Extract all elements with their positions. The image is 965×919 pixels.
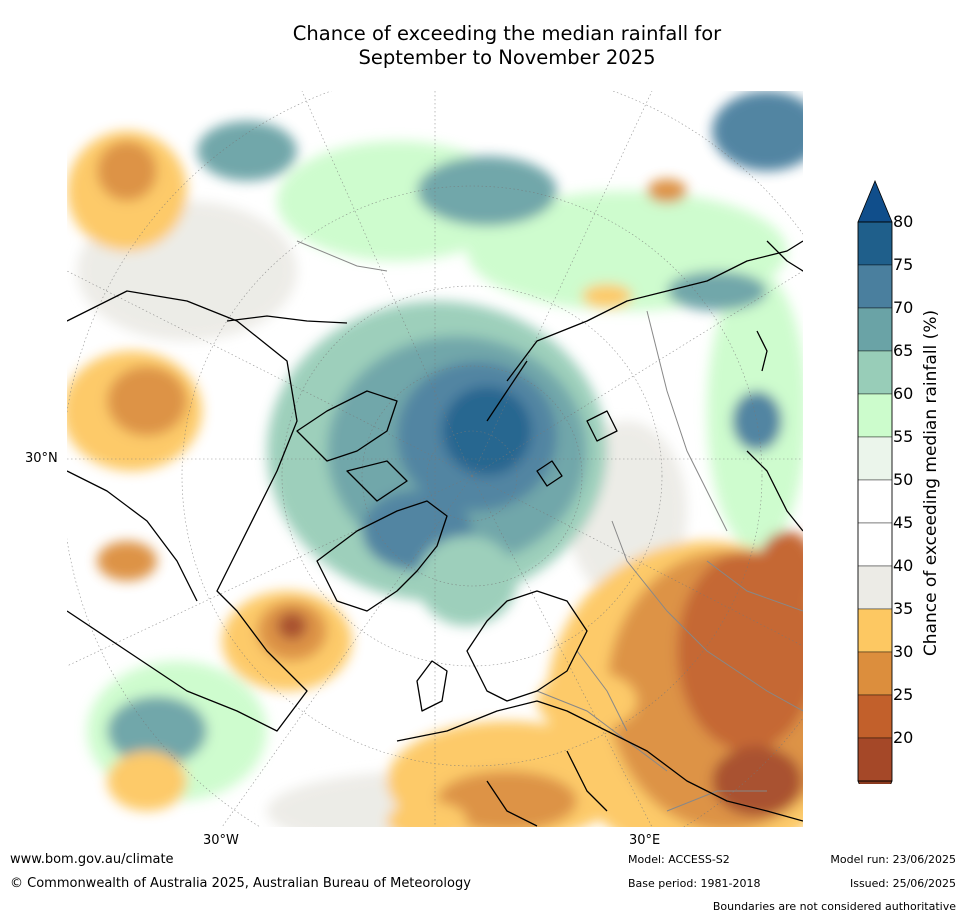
colorbar-tick-label: 35 xyxy=(893,599,914,618)
footer-issued: Issued: 25/06/2025 xyxy=(849,877,956,890)
colorbar-band xyxy=(857,608,893,653)
lon-label-30w: 30°W xyxy=(203,833,239,848)
footer-model-run: Model run: 23/06/2025 xyxy=(830,853,956,866)
colorbar-tick-label: 70 xyxy=(893,298,914,317)
colorbar-tick-label: 60 xyxy=(893,384,914,403)
colorbar-tick-label: 55 xyxy=(893,427,914,446)
country-borders xyxy=(296,240,803,812)
footer-base-period: Base period: 1981-2018 xyxy=(628,877,761,890)
colorbar-tick-label: 50 xyxy=(893,470,914,489)
colorbar-band xyxy=(857,264,893,309)
lat-label-30n: 30°N xyxy=(25,451,58,466)
colorbar-band xyxy=(857,522,893,567)
colorbar-over-arrow xyxy=(857,179,893,223)
lon-label-30e: 30°E xyxy=(629,833,661,848)
colorbar-tick-label: 25 xyxy=(893,685,914,704)
colorbar-band xyxy=(857,651,893,696)
colorbar-tick-label: 80 xyxy=(893,212,914,231)
colorbar-band xyxy=(857,221,893,266)
colorbar-under-arrow xyxy=(857,780,893,825)
footer-boundaries: Boundaries are not considered authoritat… xyxy=(712,900,956,913)
colorbar-band xyxy=(857,436,893,481)
colorbar-band xyxy=(857,350,893,395)
title-line-1: Chance of exceeding the median rainfall … xyxy=(292,22,722,45)
colorbar-title: Chance of exceeding median rainfall (%) xyxy=(921,309,941,657)
footer-url[interactable]: www.bom.gov.au/climate xyxy=(10,852,174,867)
footer-model: Model: ACCESS-S2 xyxy=(628,853,730,866)
colorbar-tick-label: 65 xyxy=(893,341,914,360)
colorbar-band xyxy=(857,479,893,524)
coastlines xyxy=(67,240,803,827)
colorbar-tick-label: 45 xyxy=(893,513,914,532)
colorbar-tick-label: 40 xyxy=(893,556,914,575)
title-line-2: September to November 2025 xyxy=(358,46,656,69)
colorbar-svg xyxy=(857,179,893,825)
colorbar-band xyxy=(857,565,893,610)
colorbar-band xyxy=(857,737,893,782)
map-title: Chance of exceeding the median rainfall … xyxy=(0,22,965,70)
colorbar-tick-label: 75 xyxy=(893,255,914,274)
probability-field xyxy=(67,91,803,827)
footer-copyright: © Commonwealth of Australia 2025, Austra… xyxy=(10,876,471,891)
colorbar-tick-label: 20 xyxy=(893,728,914,747)
colorbar-band xyxy=(857,307,893,352)
colorbar-tick-label: 30 xyxy=(893,642,914,661)
colorbar-band xyxy=(857,694,893,739)
colorbar-frame xyxy=(857,221,893,782)
colorbar xyxy=(857,179,893,825)
map-svg xyxy=(67,91,803,827)
forecast-map xyxy=(67,91,803,827)
colorbar-band xyxy=(857,393,893,438)
